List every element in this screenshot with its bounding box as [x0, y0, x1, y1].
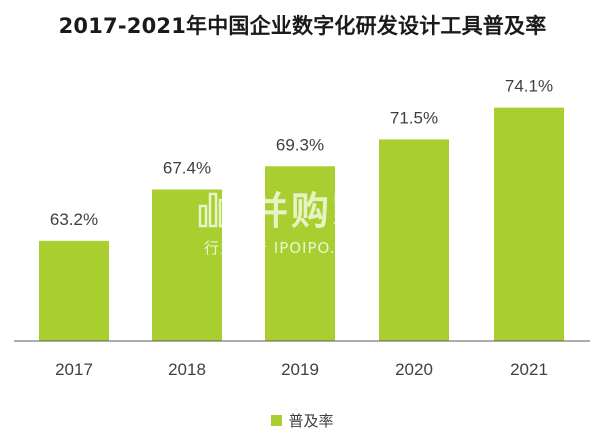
bar-value-label-2017: 63.2%: [50, 210, 98, 229]
bar-2020: [379, 139, 449, 341]
x-tick-label-2021: 2021: [510, 360, 548, 379]
bar-value-label-2018: 67.4%: [163, 159, 211, 178]
x-tick-label-2018: 2018: [168, 360, 206, 379]
chart-title: 2017-2021年中国企业数字化研发设计工具普及率: [58, 14, 547, 38]
bar-2021: [494, 107, 564, 341]
bar-2018: [152, 189, 222, 341]
bar-value-label-2019: 69.3%: [276, 135, 324, 154]
bar-value-label-2020: 71.5%: [390, 108, 438, 127]
legend-swatch: [271, 415, 283, 426]
x-tick-labels-layer: 2017 2018 2019 2020 2021: [55, 360, 548, 379]
bar-2019: [265, 166, 335, 341]
x-tick-label-2017: 2017: [55, 360, 93, 379]
legend-label: 普及率: [288, 412, 334, 430]
bar-2017: [39, 240, 109, 341]
bars-layer: [39, 107, 564, 341]
bar-labels-layer: 63.2% 67.4% 69.3% 71.5% 74.1%: [50, 77, 553, 229]
x-tick-label-2020: 2020: [395, 360, 433, 379]
bar-value-label-2021: 74.1%: [505, 77, 553, 96]
legend: 普及率: [0, 410, 605, 431]
x-tick-label-2019: 2019: [281, 360, 319, 379]
